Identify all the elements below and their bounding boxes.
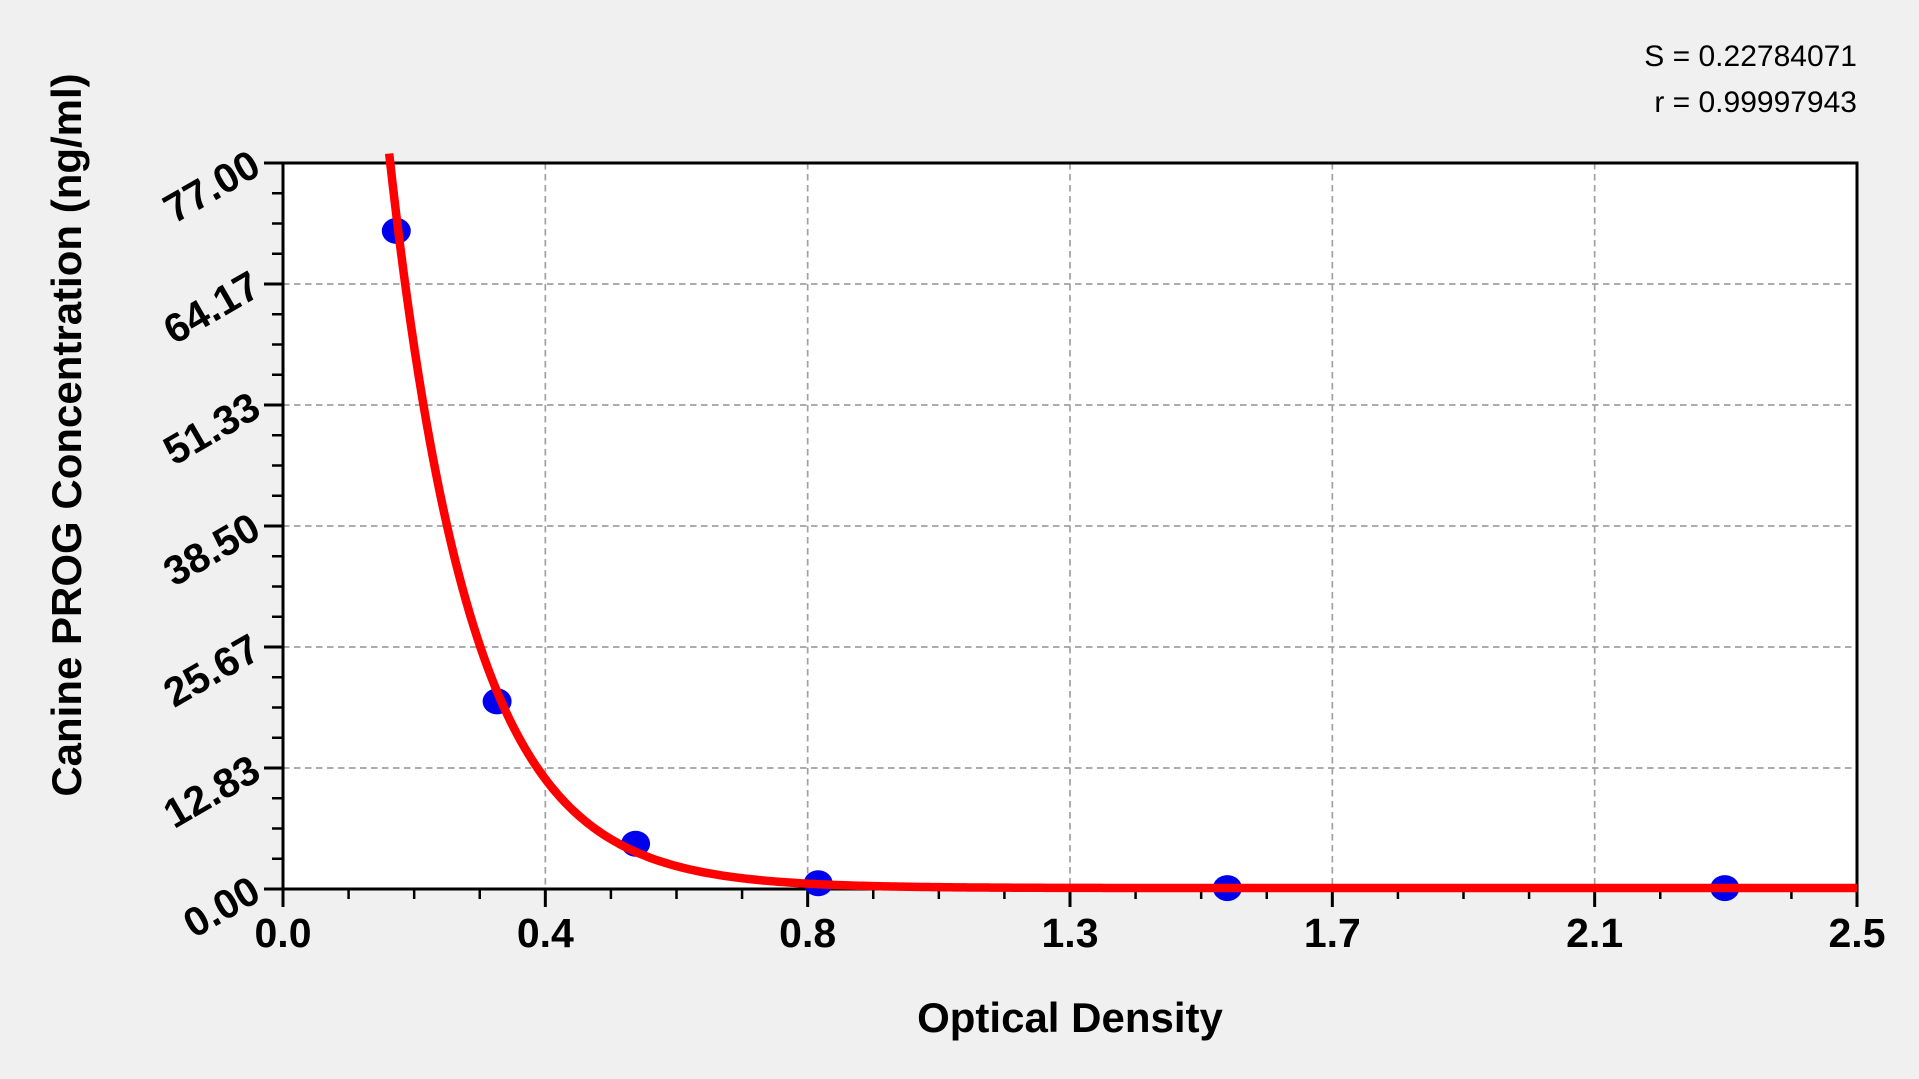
y-tick-label: 12.83 bbox=[156, 746, 268, 837]
stat-r-value: r = 0.99997943 bbox=[1654, 86, 1857, 119]
y-tick-label: 25.67 bbox=[156, 625, 268, 716]
x-tick-label: 2.1 bbox=[1566, 910, 1623, 956]
y-tick-label: 38.50 bbox=[156, 504, 268, 595]
y-axis-title: Canine PROG Concentration (ng/ml) bbox=[43, 73, 90, 797]
x-tick-label: 1.3 bbox=[1042, 910, 1099, 956]
x-tick-label: 2.5 bbox=[1829, 910, 1886, 956]
y-tick-label: 64.17 bbox=[156, 262, 268, 353]
y-tick-label: 51.33 bbox=[156, 383, 268, 474]
stat-s-value: S = 0.22784071 bbox=[1644, 40, 1857, 73]
fit-statistics: S = 0.22784071 r = 0.99997943 bbox=[1644, 34, 1857, 126]
x-tick-label: 0.8 bbox=[779, 910, 836, 956]
x-tick-label: 0.4 bbox=[517, 910, 574, 956]
x-tick-label: 0.0 bbox=[255, 910, 312, 956]
x-axis-title: Optical Density bbox=[917, 994, 1223, 1041]
y-tick-label: 77.00 bbox=[156, 141, 268, 232]
fit-curve bbox=[384, 153, 1858, 893]
x-tick-label: 1.7 bbox=[1304, 910, 1361, 956]
